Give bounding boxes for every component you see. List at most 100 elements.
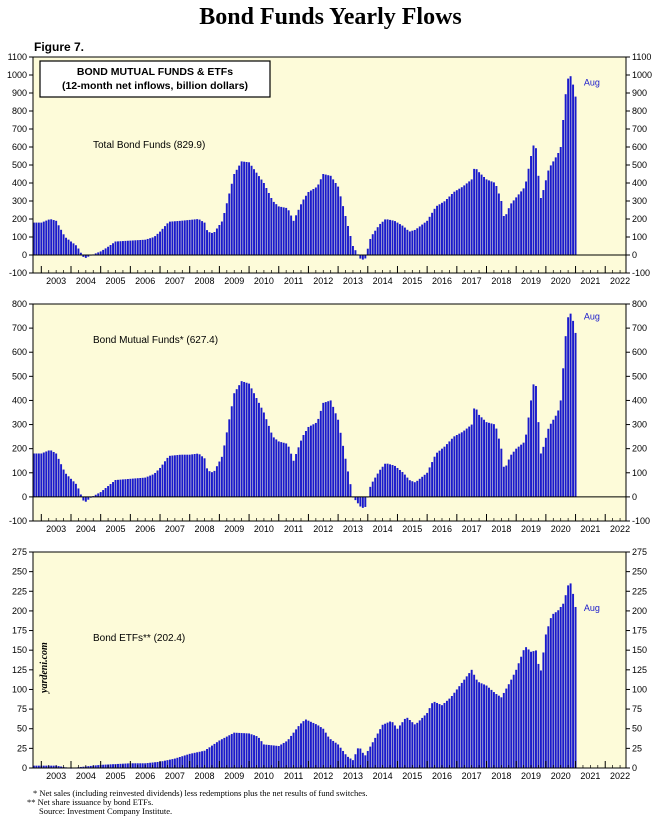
- bar: [396, 728, 399, 768]
- bar: [37, 765, 40, 768]
- x-tick-label: 2018: [491, 276, 511, 286]
- y-tick-label-right: 0: [632, 492, 637, 502]
- bar: [141, 477, 144, 497]
- bar: [445, 199, 448, 255]
- bar: [418, 226, 421, 255]
- bar: [235, 732, 238, 768]
- bar: [332, 179, 335, 255]
- bar: [149, 762, 152, 768]
- bar: [500, 448, 503, 497]
- series-label: Bond Mutual Funds* (627.4): [93, 335, 218, 346]
- bar: [270, 745, 273, 768]
- bar: [413, 724, 416, 768]
- bar: [297, 726, 300, 768]
- bar: [42, 221, 45, 255]
- bar: [411, 481, 414, 497]
- bar: [436, 452, 438, 497]
- bar: [398, 224, 401, 255]
- bar: [168, 221, 171, 255]
- bar: [535, 650, 537, 768]
- bar: [337, 419, 340, 497]
- bar: [403, 718, 406, 768]
- plot-background: [33, 304, 626, 521]
- bar: [139, 240, 142, 255]
- bar: [332, 406, 335, 497]
- end-label: Aug: [584, 312, 600, 322]
- bar: [445, 700, 448, 768]
- y-tick-label-left: -100: [9, 268, 27, 278]
- bar: [364, 755, 367, 768]
- bar: [117, 479, 119, 497]
- bar: [233, 174, 236, 255]
- bar: [569, 583, 572, 768]
- bar: [295, 454, 298, 497]
- bar: [275, 439, 278, 497]
- bar: [347, 226, 349, 255]
- bar: [309, 190, 312, 255]
- bar: [159, 231, 161, 255]
- bar: [267, 425, 270, 497]
- bar: [55, 220, 58, 255]
- bar: [176, 221, 179, 255]
- bar: [371, 742, 374, 768]
- bar: [542, 446, 545, 497]
- bar: [490, 181, 493, 255]
- bar: [426, 472, 429, 497]
- y-tick-label-left: 500: [12, 160, 27, 170]
- x-tick-label: 2014: [373, 771, 393, 781]
- plot-background: [33, 552, 626, 768]
- bar: [453, 436, 456, 497]
- bar: [391, 220, 394, 255]
- bar: [433, 701, 436, 768]
- bar: [270, 198, 273, 255]
- bar: [520, 656, 523, 768]
- bar: [146, 763, 149, 768]
- bar: [302, 435, 305, 497]
- y-tick-label-right: 100: [632, 684, 647, 694]
- bar: [520, 444, 523, 497]
- bar: [428, 467, 431, 497]
- chart-panel-3: 0 0 25 25 50 50 75 75 100 100 125 125 150 150 175 175 20…: [12, 547, 647, 781]
- bar: [512, 674, 515, 768]
- x-tick-label: 2021: [580, 276, 600, 286]
- bar: [544, 634, 547, 768]
- y-tick-label-right: 225: [632, 586, 647, 596]
- bar: [379, 223, 382, 255]
- bar: [124, 763, 127, 768]
- y-tick-label-left: 400: [12, 178, 27, 188]
- bar: [468, 426, 471, 497]
- x-tick-label: 2007: [165, 524, 185, 534]
- y-tick-label-left: 75: [17, 704, 27, 714]
- bar: [208, 471, 211, 497]
- bar: [532, 384, 535, 497]
- bar: [186, 454, 189, 497]
- bar: [206, 230, 208, 255]
- footnote-1: * Net sales (including reinvested divide…: [33, 788, 368, 798]
- bar: [455, 435, 458, 497]
- x-tick-label: 2022: [610, 276, 630, 286]
- x-tick-label: 2017: [462, 771, 482, 781]
- x-tick-label: 2020: [551, 771, 571, 781]
- bar: [416, 722, 419, 768]
- bar: [394, 221, 396, 255]
- bar: [314, 187, 317, 255]
- bar: [171, 759, 174, 768]
- bar: [255, 172, 258, 255]
- x-tick-label: 2006: [135, 771, 155, 781]
- bar: [97, 765, 100, 768]
- bar: [394, 725, 396, 768]
- bar: [171, 221, 174, 255]
- bar: [339, 747, 342, 768]
- x-tick-label: 2020: [551, 276, 571, 286]
- bar: [136, 478, 139, 497]
- bar: [309, 425, 312, 497]
- bar: [302, 721, 305, 768]
- bar: [272, 201, 275, 255]
- bar: [485, 179, 488, 255]
- y-tick-label-left: 125: [12, 665, 27, 675]
- bar: [470, 179, 473, 255]
- x-tick-label: 2005: [105, 524, 125, 534]
- bar: [104, 248, 107, 255]
- bar: [453, 191, 456, 255]
- bar: [102, 490, 105, 497]
